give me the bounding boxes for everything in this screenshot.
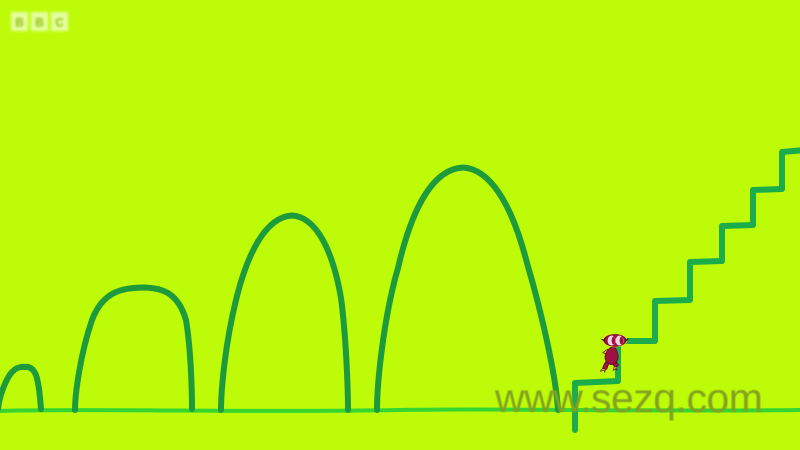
svg-text:B: B [35, 17, 43, 29]
svg-text:C: C [55, 17, 63, 29]
svg-text:B: B [15, 17, 23, 29]
